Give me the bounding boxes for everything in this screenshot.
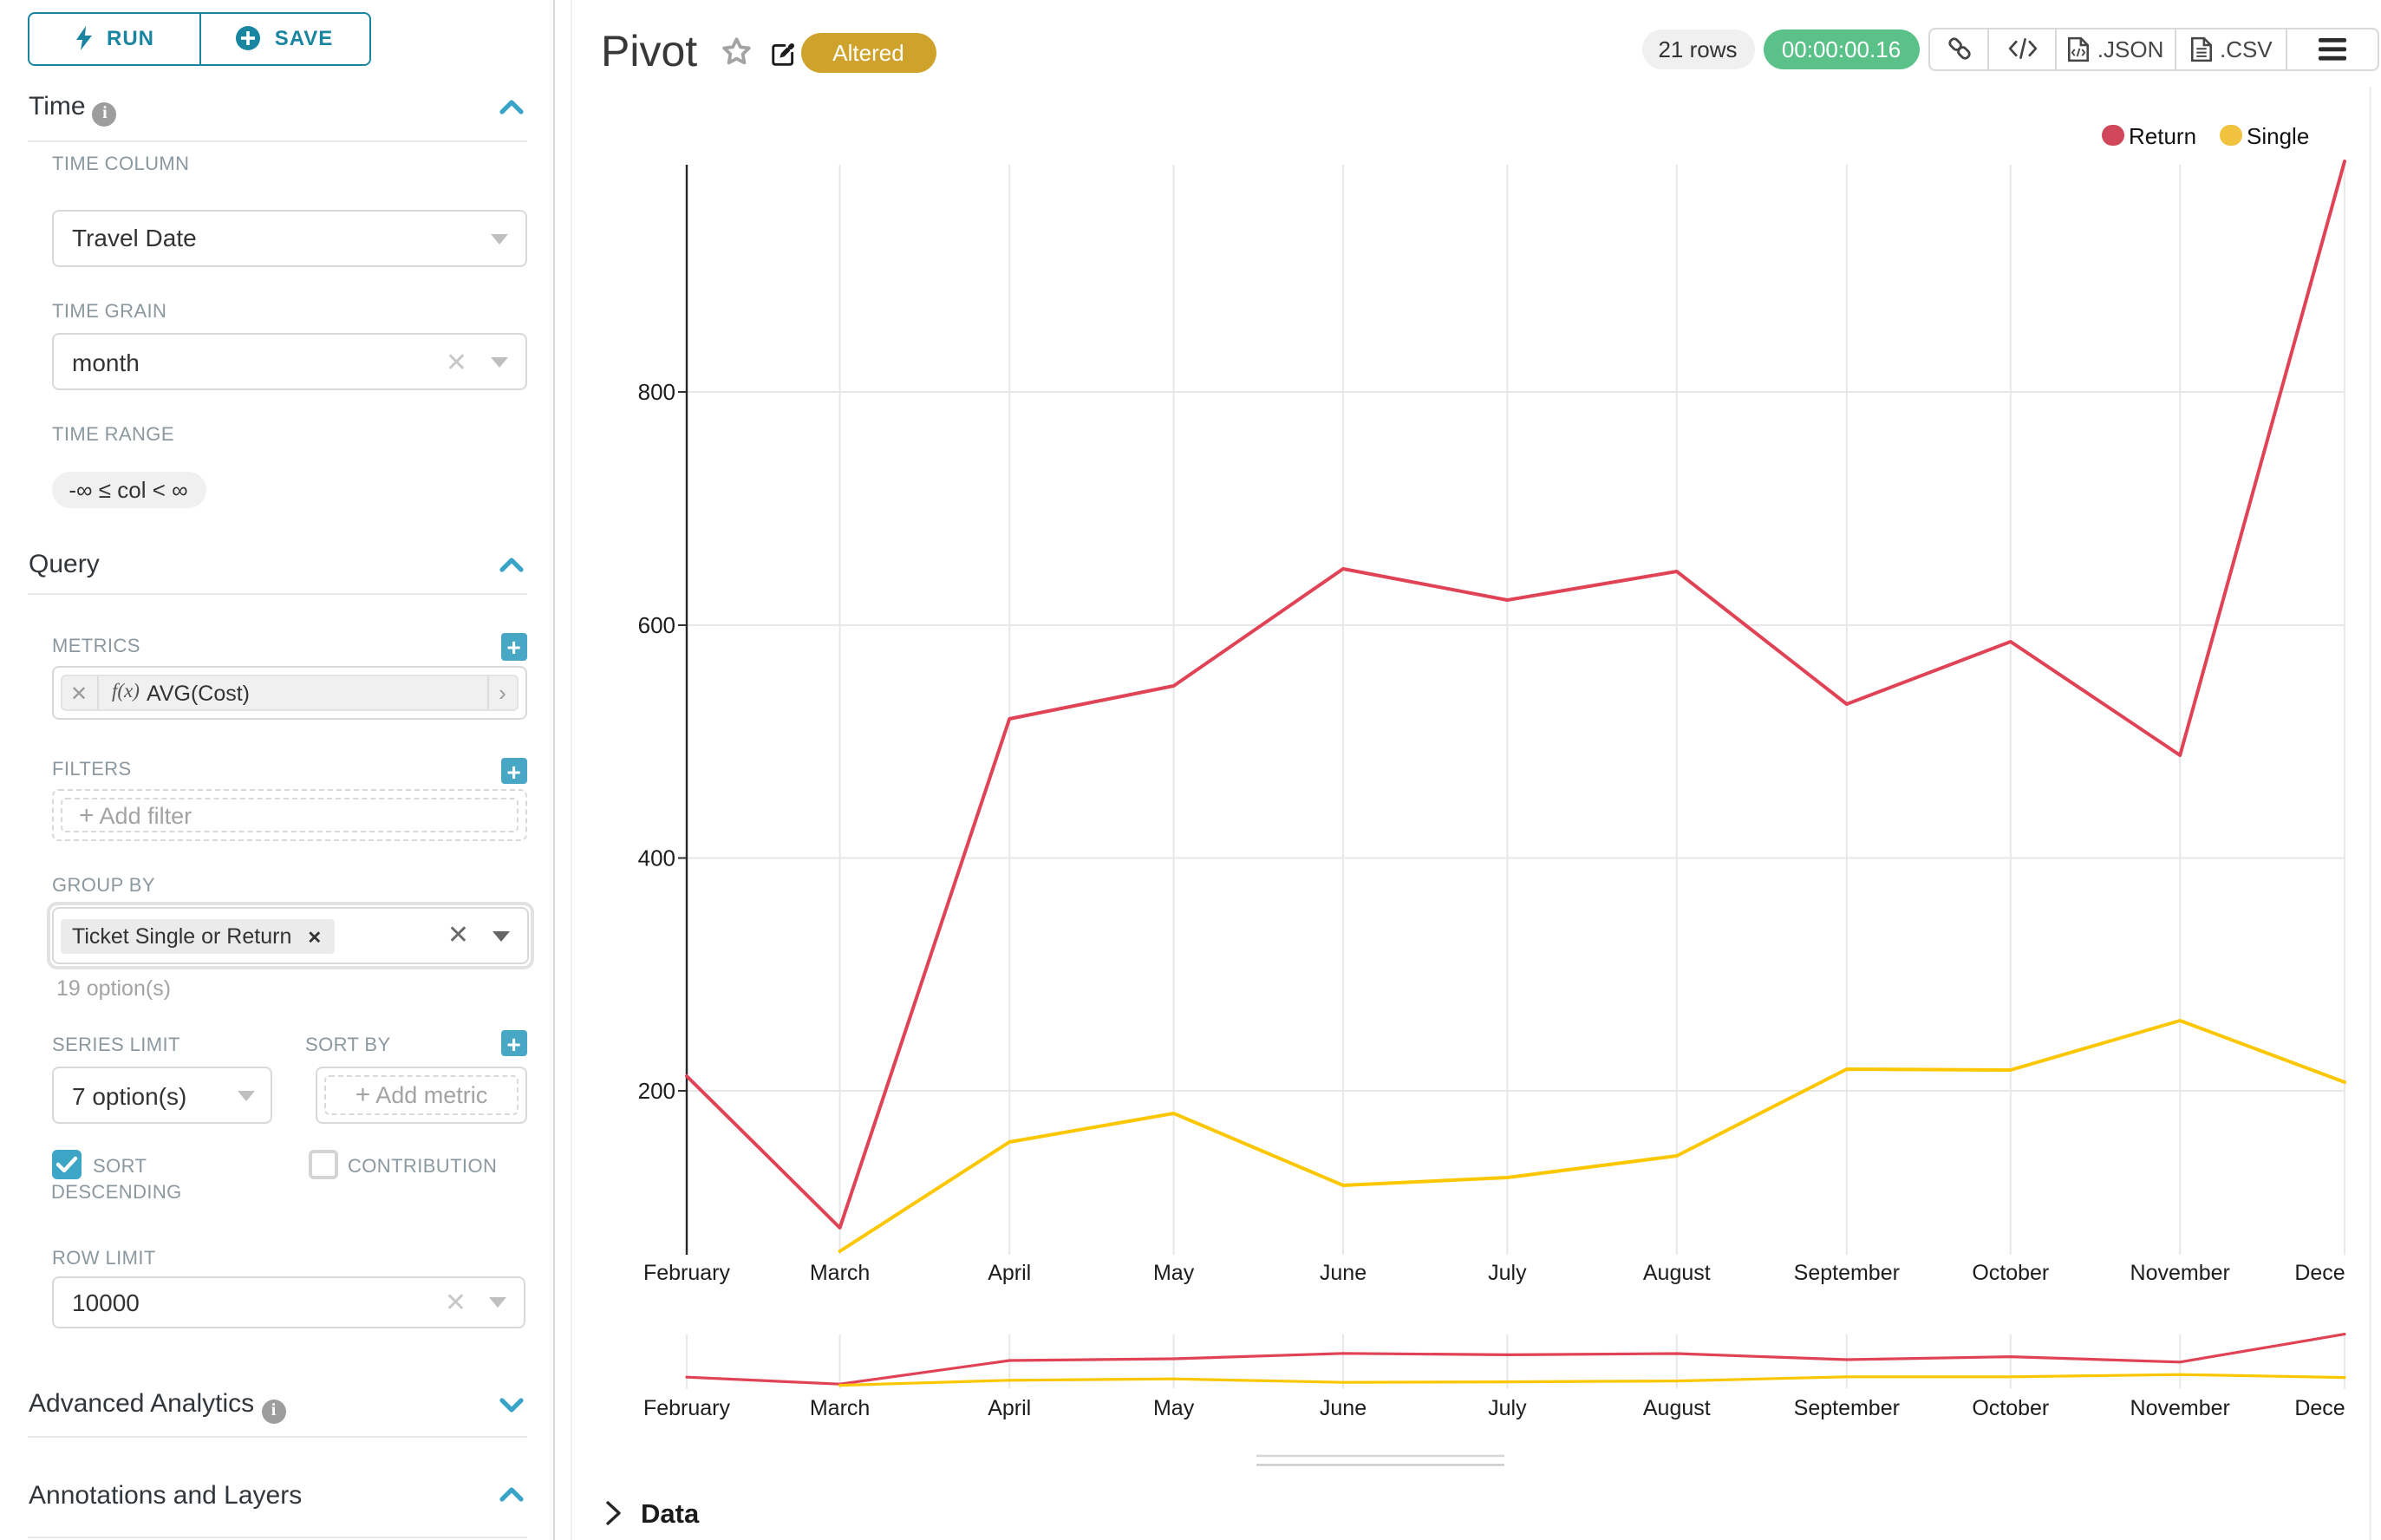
svg-text:November: November <box>2130 1396 2230 1420</box>
svg-text:March: March <box>810 1261 870 1285</box>
svg-text:June: June <box>1320 1261 1367 1285</box>
svg-text:October: October <box>1972 1261 2049 1285</box>
svg-text:February: February <box>643 1261 731 1285</box>
svg-text:400: 400 <box>638 845 675 871</box>
svg-text:June: June <box>1320 1396 1367 1420</box>
svg-text:May: May <box>1153 1396 1195 1420</box>
svg-text:April: April <box>988 1261 1031 1285</box>
svg-text:August: August <box>1643 1261 1711 1285</box>
svg-text:October: October <box>1972 1396 2049 1420</box>
svg-text:November: November <box>2130 1261 2230 1285</box>
svg-text:September: September <box>1794 1261 1900 1285</box>
svg-text:July: July <box>1488 1396 1527 1420</box>
svg-text:August: August <box>1643 1396 1711 1420</box>
svg-text:April: April <box>988 1396 1031 1420</box>
svg-text:December: December <box>2294 1396 2381 1420</box>
svg-text:800: 800 <box>638 379 675 405</box>
svg-text:200: 200 <box>638 1078 675 1104</box>
svg-text:December: December <box>2294 1261 2381 1285</box>
svg-text:600: 600 <box>638 612 675 638</box>
svg-text:February: February <box>643 1396 731 1420</box>
svg-text:September: September <box>1794 1396 1900 1420</box>
svg-text:March: March <box>810 1396 870 1420</box>
svg-text:July: July <box>1488 1261 1527 1285</box>
svg-text:May: May <box>1153 1261 1195 1285</box>
